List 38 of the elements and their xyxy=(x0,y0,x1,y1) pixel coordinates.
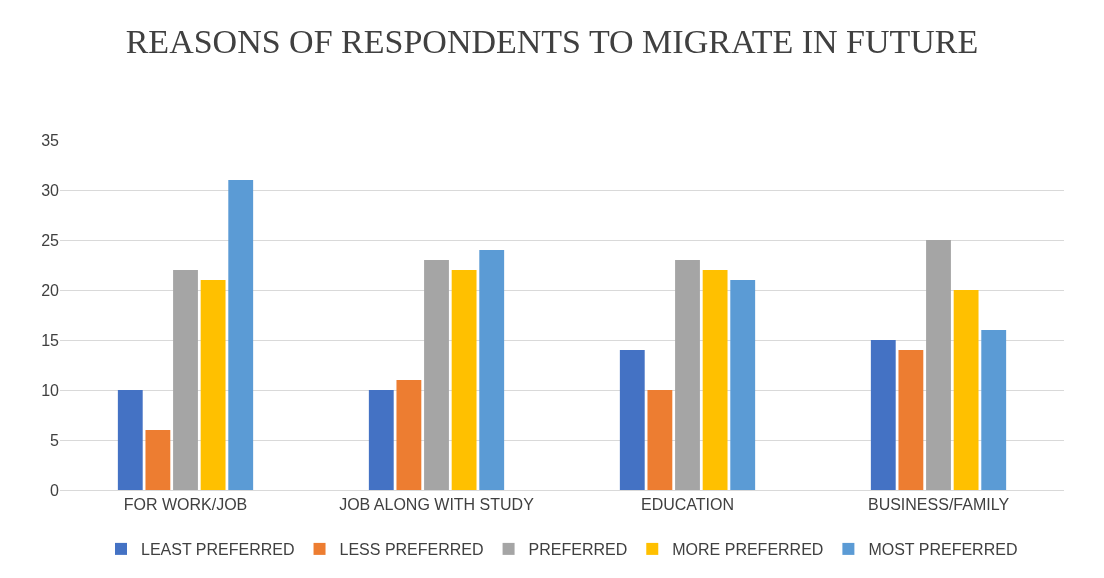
y-tick-label: 25 xyxy=(41,231,60,249)
bar xyxy=(898,350,924,490)
bar xyxy=(228,180,254,490)
y-tick-label: 35 xyxy=(41,131,60,149)
bar xyxy=(368,390,394,490)
bar xyxy=(479,250,505,490)
bar xyxy=(117,390,143,490)
legend-label: PREFERRED xyxy=(528,541,628,559)
bar xyxy=(424,260,449,490)
y-tick-label: 0 xyxy=(50,481,60,499)
bar xyxy=(451,270,477,490)
bar xyxy=(953,290,979,490)
bar xyxy=(730,280,756,490)
legend-label: LEAST PREFERRED xyxy=(141,541,295,559)
legend-label: MORE PREFERRED xyxy=(672,541,824,559)
x-tick-label: EDUCATION xyxy=(640,496,735,514)
y-tick-label: 15 xyxy=(41,331,60,349)
x-tick-label: JOB ALONG WITH STUDY xyxy=(339,496,535,514)
y-tick-label: 5 xyxy=(50,431,60,449)
legend-label: LESS PREFERRED xyxy=(339,541,484,559)
bar xyxy=(145,430,171,490)
bar xyxy=(173,270,198,490)
x-tick-label: BUSINESS/FAMILY xyxy=(867,496,1010,514)
bar xyxy=(981,330,1007,490)
bar xyxy=(926,240,951,490)
y-tick-label: 20 xyxy=(41,281,60,299)
bar xyxy=(619,350,645,490)
bar xyxy=(647,390,673,490)
x-tick-label: FOR WORK/JOB xyxy=(123,496,248,514)
bar xyxy=(200,280,226,490)
legend-label: MOST PREFERRED xyxy=(868,541,1018,559)
y-tick-label: 30 xyxy=(41,181,60,199)
bar xyxy=(702,270,728,490)
chart-title: REASONS OF RESPONDENTS TO MIGRATE IN FUTURE xyxy=(125,22,979,60)
y-tick-label: 10 xyxy=(41,381,60,399)
bar xyxy=(870,340,896,490)
bar xyxy=(396,380,422,490)
bar xyxy=(675,260,700,490)
